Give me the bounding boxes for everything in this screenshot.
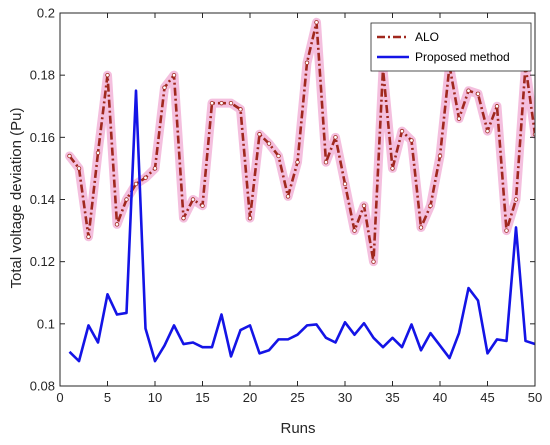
series-alo-point [181,215,186,221]
series-alo-point [399,128,405,134]
series-alo-point [285,194,291,199]
series-alo-point [428,203,433,208]
y-tick-label: 0.2 [37,6,55,21]
series-alo-point [437,153,443,159]
series-alo-point [95,150,101,156]
y-tick-label: 0.16 [30,130,55,145]
legend-box [370,22,532,72]
series-alo-point [105,72,110,78]
legend-alo-label: ALO [415,30,439,44]
series-alo-point [513,197,519,202]
x-tick-label: 20 [243,390,257,405]
axes: 0 5 10 15 20 25 30 35 40 45 50 0.08 0.1 0.12 0.14 0.16 0… [30,6,543,406]
y-tick-label: 0.18 [30,68,55,83]
series-alo-point [342,181,348,187]
y-tick-label: 0.08 [30,379,55,394]
x-tick-label: 30 [338,390,352,405]
series-alo-point [361,203,367,208]
series-alo-point [390,166,395,171]
x-tick-label: 40 [433,390,447,405]
series-alo-point [190,197,196,202]
series-alo-point [114,222,120,227]
y-tick-label: 0.1 [37,316,55,331]
y-axis-label: Total voltage deviation (Pu) [8,108,25,289]
y-tick-label: 0.12 [30,254,55,269]
series-alo-point [171,72,177,78]
series-alo-point [475,91,481,97]
series-alo-point [333,135,338,140]
series-alo-point [247,215,253,221]
legend: ALO Proposed method [370,22,532,72]
series-alo-point [257,132,262,137]
series-alo-point [133,181,139,187]
series-alo-point [162,85,167,90]
series-alo-point [494,104,500,109]
series-alo-point [228,100,234,106]
series-alo-point [152,166,158,171]
x-tick-label: 0 [56,390,63,405]
series-alo-point [295,159,300,165]
series-alo-point [219,100,224,106]
series-alo-point [124,197,129,202]
series-alo-point [485,128,490,134]
series-alo-point [67,153,72,159]
y-tick-label: 0.14 [30,192,55,207]
series-alo-point [209,100,215,106]
series-alo-point [504,228,509,233]
series-alo-point [86,234,91,239]
plot-area [60,13,535,386]
series-alo-point [466,88,471,93]
series-alo-point [304,60,310,65]
series-proposed-method-line [68,89,535,363]
series-alo-point [238,107,243,112]
series-alo-point [409,138,414,143]
x-tick-label: 5 [104,390,111,405]
series-alo-point [76,166,82,171]
series-alo-point [352,228,357,233]
x-tick-label: 50 [528,390,542,405]
series-alo-line [68,21,535,263]
series-alo-point [143,175,148,180]
series-alo-point [456,116,462,121]
x-tick-label: 35 [385,390,399,405]
x-tick-label: 10 [148,390,162,405]
x-tick-label: 25 [290,390,304,405]
x-axis-label: Runs [280,420,315,437]
series-alo-point [323,159,329,165]
series-alo-point [266,141,272,146]
series-alo-point [418,225,424,230]
x-tick-label: 45 [480,390,494,405]
x-tick-label: 15 [195,390,209,405]
series-alo-point [371,259,376,264]
series-alo-point [314,20,319,25]
legend-proposed-method-label: Proposed method [415,50,510,64]
series-alo-point [276,153,281,159]
series-alo-point [200,203,205,208]
